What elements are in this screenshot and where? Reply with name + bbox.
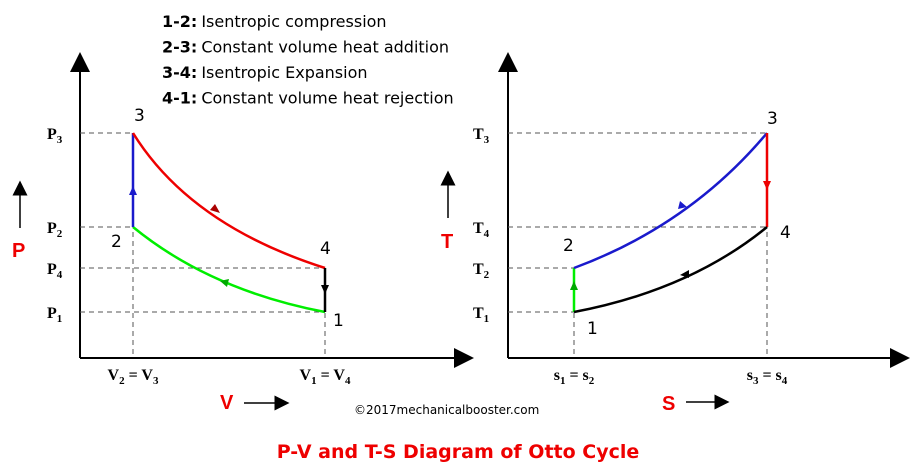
tick-text: = V <box>125 367 154 384</box>
tick-label: T2 <box>473 261 490 281</box>
subscript: 2 <box>589 375 595 387</box>
state-point-label: 2 <box>111 232 122 252</box>
tick-label: s3 = s4 <box>747 367 788 387</box>
legend-text: Isentropic compression <box>201 12 386 31</box>
pv-diagram: P V <box>12 52 474 414</box>
tick-text: s <box>747 367 753 384</box>
tick-label: V1 = V4 <box>300 367 351 387</box>
legend-key: 4-1: <box>162 89 197 108</box>
arrow <box>763 181 771 190</box>
subscript: 4 <box>484 228 490 240</box>
subscript: 3 <box>57 134 63 146</box>
arrow <box>570 281 578 290</box>
tick-label: T1 <box>473 305 489 325</box>
tick-label: V2 = V3 <box>108 367 159 387</box>
legend-key: 2-3: <box>162 38 197 57</box>
tick-label: P3 <box>47 126 63 146</box>
arrow <box>129 186 137 195</box>
legend-key: 1-2: <box>162 12 197 31</box>
state-point-label: 3 <box>767 109 778 129</box>
tick-label: P1 <box>47 305 62 325</box>
arrow <box>680 270 689 278</box>
state-point-label: 3 <box>134 106 145 126</box>
subscript: 3 <box>153 375 159 387</box>
tick-text: T <box>473 220 484 237</box>
guide-lines <box>508 132 768 358</box>
legend-item: 2-3: Constant volume heat addition <box>162 38 449 57</box>
legend-text: Constant volume heat addition <box>201 38 449 57</box>
arrow <box>678 201 687 209</box>
subscript: 3 <box>753 375 759 387</box>
process-2-3 <box>573 132 768 270</box>
t-label: T <box>441 231 453 253</box>
tick-label: P2 <box>47 220 63 240</box>
tick-text: T <box>473 126 484 143</box>
subscript: 1 <box>484 313 490 325</box>
tick-label: s1 = s2 <box>554 367 595 387</box>
ts-diagram: T S <box>440 52 910 415</box>
arrow <box>220 279 229 287</box>
legend-item: 3-4: Isentropic Expansion <box>162 63 368 82</box>
process-1-2 <box>132 226 326 314</box>
subscript: 1 <box>311 375 317 387</box>
subscript: 1 <box>57 313 63 325</box>
tick-text: s <box>554 367 560 384</box>
tick-text: T <box>473 261 484 278</box>
tick-text: V <box>300 367 312 384</box>
tick-text: = s <box>565 367 588 384</box>
credit: ©2017mechanicalbooster.com <box>354 403 539 417</box>
legend-item: 4-1: Constant volume heat rejection <box>162 89 454 108</box>
subscript: 2 <box>484 269 490 281</box>
state-point-label: 1 <box>333 311 344 331</box>
tick-label: T4 <box>473 220 490 240</box>
subscript: 1 <box>560 375 566 387</box>
s-label: S <box>662 393 675 415</box>
state-point-label: 2 <box>563 236 574 256</box>
legend-text: Constant volume heat rejection <box>201 89 453 108</box>
subscript: 2 <box>57 228 63 240</box>
p-label: P <box>12 240 25 262</box>
state-point-label: 4 <box>780 223 791 243</box>
state-point-label: 1 <box>587 319 598 339</box>
subscript: 4 <box>345 375 351 387</box>
tick-text: = V <box>317 367 346 384</box>
tick-text: P <box>47 261 57 278</box>
tick-label: P4 <box>47 261 63 281</box>
title: P-V and T-S Diagram of Otto Cycle <box>277 441 640 463</box>
legend-item: 1-2: Isentropic compression <box>162 12 387 31</box>
tick-label: T3 <box>473 126 490 146</box>
tick-text: P <box>47 305 57 322</box>
arrow <box>321 285 329 294</box>
state-point-label: 4 <box>320 239 331 259</box>
v-label: V <box>220 392 234 414</box>
legend-text: Isentropic Expansion <box>201 63 367 82</box>
subscript: 4 <box>57 269 63 281</box>
tick-text: = s <box>758 367 781 384</box>
tick-text: P <box>47 126 57 143</box>
tick-text: V <box>108 367 120 384</box>
process-4-1 <box>573 226 768 314</box>
process-3-4 <box>131 132 326 270</box>
tick-text: P <box>47 220 57 237</box>
subscript: 2 <box>119 375 125 387</box>
arrow <box>210 204 220 213</box>
tick-text: T <box>473 305 484 322</box>
legend-key: 3-4: <box>162 63 197 82</box>
subscript: 4 <box>782 375 788 387</box>
subscript: 3 <box>484 134 490 146</box>
